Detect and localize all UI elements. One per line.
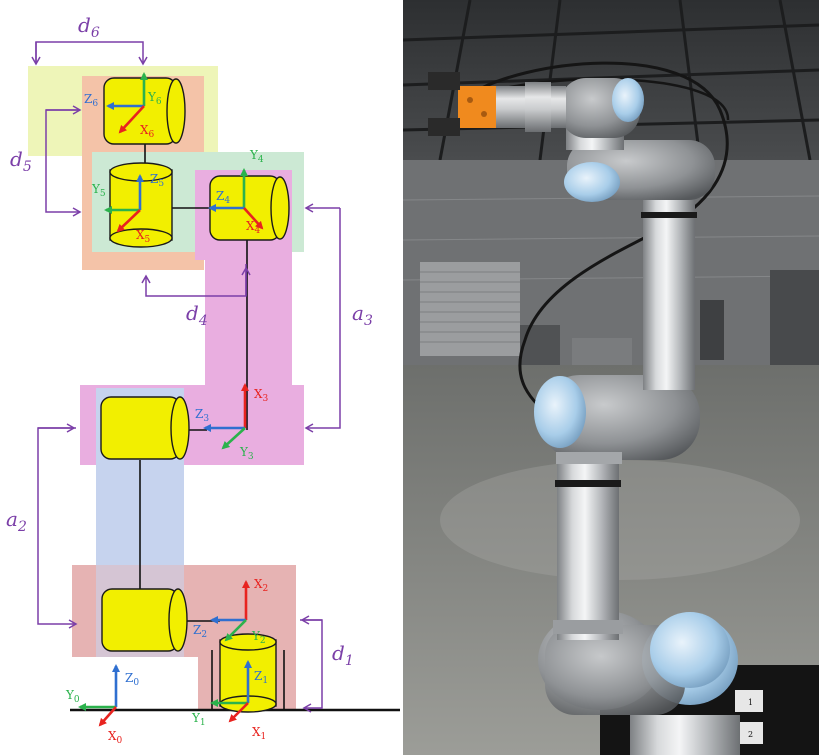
label-z6: Z6 — [84, 92, 98, 109]
label-d5: d5 — [10, 147, 32, 175]
label-z1: Z1 — [254, 669, 268, 686]
label-d1: d1 — [332, 641, 354, 669]
gripper-screw-2 — [481, 111, 487, 117]
equipment-left — [520, 325, 560, 365]
wrist2-cap — [564, 162, 620, 202]
cable-tie-lower — [555, 480, 621, 487]
lower-arm-ring — [553, 620, 623, 634]
axis-labels: Y6 Z6 X6 Z5 Y5 X5 Y4 Z4 X4 X3 Z3 Y3 X2 Z… — [65, 90, 269, 746]
side-door — [700, 300, 724, 360]
label-x2: X2 — [254, 577, 268, 594]
base-flange — [630, 715, 740, 755]
label-y1: Y1 — [191, 711, 206, 728]
label-z0: Z0 — [125, 671, 139, 688]
roller-door-slats — [420, 271, 520, 343]
label-x5: X5 — [136, 228, 151, 245]
base-cap-blue — [650, 612, 730, 688]
warning-label — [735, 690, 763, 712]
label-x1: X1 — [252, 725, 266, 742]
label-z4: Z4 — [216, 189, 230, 206]
label-a3: a3 — [352, 301, 373, 329]
tool-adapter — [525, 82, 551, 132]
roller-door — [420, 262, 520, 356]
dimension-lines — [31, 41, 341, 713]
label-x3: X3 — [254, 387, 269, 404]
joint-1 — [219, 633, 277, 713]
equipment-center — [572, 338, 632, 366]
label-mark-2: 2 — [748, 730, 753, 739]
label-d6: d6 — [78, 13, 100, 41]
gripper-finger-bottom — [428, 118, 460, 136]
elbow-ring — [556, 452, 622, 464]
label-y0: Y0 — [65, 688, 80, 705]
dimension-labels: d6 d5 d4 a3 a2 d1 — [6, 13, 373, 669]
label-mark-1: 1 — [748, 698, 753, 707]
gripper-finger-top — [428, 72, 460, 90]
base-housing — [545, 625, 685, 715]
warning-label-2 — [735, 722, 763, 744]
label-a2: a2 — [6, 507, 27, 535]
label-y5: Y5 — [91, 182, 106, 199]
joint-2 — [101, 588, 188, 652]
label-y3: Y3 — [239, 445, 254, 462]
upper-arm-tube — [643, 190, 695, 390]
label-y2: Y2 — [251, 629, 266, 646]
cable-tie-upper — [641, 212, 697, 218]
robot-arm-photo: 1 2 — [403, 0, 819, 755]
joint-3 — [100, 396, 190, 460]
label-z3: Z3 — [195, 407, 209, 424]
kinematic-diagram: Y6 Z6 X6 Z5 Y5 X5 Y4 Z4 X4 X3 Z3 Y3 X2 Z… — [6, 13, 400, 746]
wrist1-cap — [612, 78, 644, 122]
label-x6: X6 — [140, 123, 155, 140]
right-shelving — [770, 270, 819, 380]
label-d4: d4 — [186, 301, 208, 329]
gripper-body — [458, 86, 496, 128]
label-z5: Z5 — [150, 172, 164, 189]
label-y6: Y6 — [147, 90, 162, 107]
frame-axes — [78, 72, 264, 727]
floor-reflection — [440, 460, 800, 580]
gripper-screw — [467, 97, 473, 103]
label-y4: Y4 — [249, 148, 264, 165]
elbow-cap — [534, 376, 586, 448]
lower-arm-tube — [557, 440, 619, 640]
label-z2: Z2 — [193, 623, 207, 640]
label-x4: X4 — [246, 219, 261, 236]
label-x0: X0 — [108, 729, 123, 746]
